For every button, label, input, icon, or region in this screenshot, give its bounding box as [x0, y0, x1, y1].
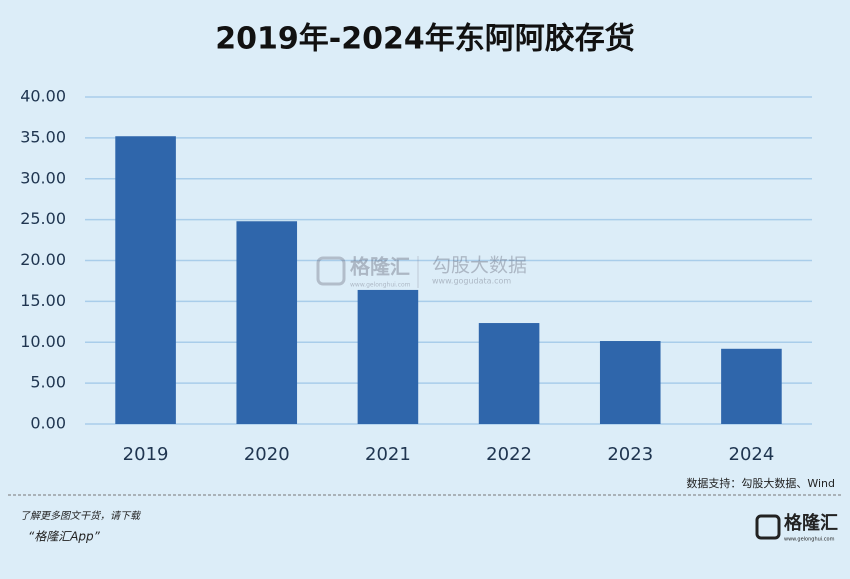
watermark: 格隆汇 www.gelonghui.com 勾股大数据 www.gogudata…: [316, 255, 527, 289]
x-tick-label: 2023: [607, 444, 653, 465]
watermark-partner-url: www.gogudata.com: [432, 277, 511, 286]
y-tick-label: 35.00: [20, 127, 66, 146]
x-tick-label: 2022: [486, 444, 532, 465]
y-tick-label: 25.00: [20, 209, 66, 228]
footer-logo: 格隆汇: [784, 512, 838, 534]
bar: [478, 323, 540, 424]
footer-logo-url: www.gelonghui.com: [784, 537, 835, 543]
watermark-partner: 勾股大数据: [432, 255, 527, 277]
x-tick-label: 2024: [729, 444, 775, 465]
bar: [599, 341, 661, 424]
y-tick-label: 30.00: [20, 168, 66, 187]
bar: [236, 221, 298, 424]
y-tick-label: 15.00: [20, 291, 66, 310]
bar: [357, 289, 419, 424]
logo-icon: [755, 514, 781, 540]
bar: [721, 348, 782, 424]
x-tick-label: 2020: [244, 444, 290, 465]
plot: 0.00 5.00 10.00 15.00 20.00 25.00 30.00 35.00 40…: [20, 87, 812, 465]
source: 数据支持：勾股大数据、Wind: [686, 476, 835, 490]
watermark-brand: 格隆汇: [350, 255, 410, 279]
watermark-brand-url: www.gelonghui.com: [350, 282, 411, 289]
footer-line1: 了解更多图文干货，请下载: [20, 510, 142, 522]
y-tick-label: 0.00: [30, 414, 66, 433]
chart-title: 2019年-2024年东阿阿胶存货: [215, 22, 634, 57]
bar: [115, 136, 176, 425]
x-tick-label: 2021: [365, 444, 411, 465]
x-tick-label: 2019: [123, 444, 169, 465]
y-tick-label: 5.00: [30, 373, 66, 392]
y-tick-label: 20.00: [20, 250, 66, 269]
y-tick-label: 40.00: [20, 87, 66, 106]
watermark-icon: [316, 256, 346, 286]
y-tick-label: 10.00: [20, 332, 66, 351]
footer-line2: “格隆汇App”: [28, 530, 101, 544]
